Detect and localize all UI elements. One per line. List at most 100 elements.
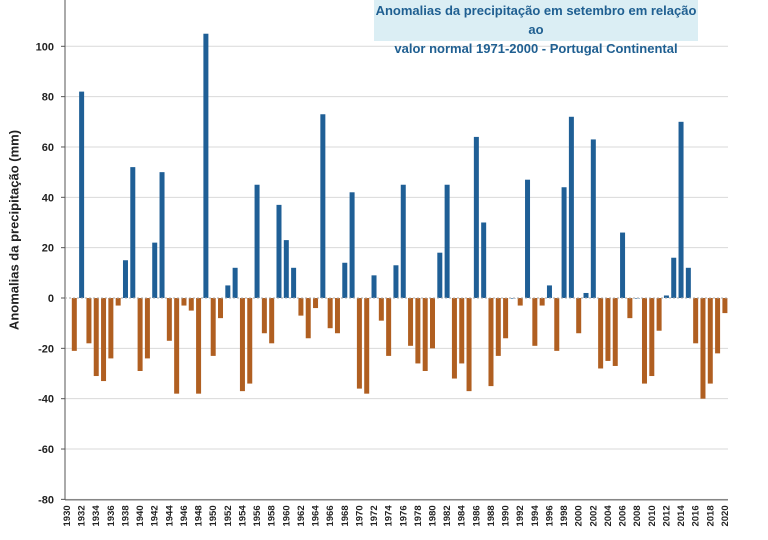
x-tick-label-1968: 1968 xyxy=(340,505,351,526)
bar-1968 xyxy=(342,262,348,298)
bar-1989 xyxy=(495,298,501,356)
bar-1935 xyxy=(101,298,107,382)
y-tick-label--60: -60 xyxy=(38,444,54,456)
bar-1985 xyxy=(466,298,472,392)
x-tick-label-1998: 1998 xyxy=(559,505,570,526)
x-tick-label-1986: 1986 xyxy=(471,505,482,526)
bar-1974 xyxy=(386,298,392,356)
y-tick-label--20: -20 xyxy=(38,343,54,355)
bar-1977 xyxy=(408,298,414,346)
x-tick-label-1960: 1960 xyxy=(281,505,292,526)
bar-2016 xyxy=(693,298,699,344)
bar-2015 xyxy=(685,267,691,298)
bar-2018 xyxy=(707,298,713,384)
bar-1950 xyxy=(210,298,216,356)
bar-1995 xyxy=(539,298,545,306)
bar-2007 xyxy=(627,298,633,319)
bar-2014 xyxy=(678,121,684,298)
bar-1969 xyxy=(349,192,355,298)
bar-1972 xyxy=(371,275,377,298)
bar-1982 xyxy=(444,184,450,298)
x-tick-label-2010: 2010 xyxy=(647,505,658,526)
bar-1993 xyxy=(525,179,531,298)
y-tick-label-80: 80 xyxy=(42,92,54,104)
bar-1945 xyxy=(174,298,180,394)
bar-1947 xyxy=(188,298,194,311)
bar-2019 xyxy=(715,298,721,354)
x-tick-label-1988: 1988 xyxy=(486,505,497,526)
y-tick-label-40: 40 xyxy=(42,192,54,204)
x-tick-label-2020: 2020 xyxy=(720,505,731,526)
axes xyxy=(61,0,728,501)
y-tick-label--40: -40 xyxy=(38,394,54,406)
bar-1986 xyxy=(473,136,479,298)
bar-2017 xyxy=(700,298,706,399)
bar-1980 xyxy=(430,298,435,349)
x-tick-label-1958: 1958 xyxy=(267,505,278,526)
x-tick-label-1972: 1972 xyxy=(369,505,380,526)
x-tick-label-1990: 1990 xyxy=(501,505,512,526)
bar-1998 xyxy=(561,187,567,298)
bar-1948 xyxy=(196,298,202,394)
bar-1983 xyxy=(451,298,457,379)
bar-2013 xyxy=(671,257,677,298)
x-tick-label-1938: 1938 xyxy=(120,505,131,526)
bar-1997 xyxy=(554,298,560,351)
bar-1992 xyxy=(517,298,523,306)
bar-2010 xyxy=(649,298,655,377)
bar-1988 xyxy=(488,298,494,387)
bar-1979 xyxy=(422,298,428,371)
bar-1981 xyxy=(437,252,443,298)
x-tick-label-1992: 1992 xyxy=(515,505,526,526)
y-tick-label-60: 60 xyxy=(42,142,54,154)
bar-1934 xyxy=(93,298,99,377)
bar-1976 xyxy=(400,184,406,298)
bar-1970 xyxy=(356,298,362,389)
bar-1944 xyxy=(166,298,172,341)
bar-1943 xyxy=(159,172,165,298)
bar-2006 xyxy=(620,232,626,298)
bar-1966 xyxy=(327,298,333,329)
bar-1958 xyxy=(269,298,275,344)
x-tick-label-1936: 1936 xyxy=(106,505,117,526)
bar-1964 xyxy=(313,298,319,309)
bar-2003 xyxy=(598,298,604,369)
bar-1965 xyxy=(320,114,326,298)
bar-1955 xyxy=(247,298,253,384)
bar-1960 xyxy=(283,240,289,298)
bar-1952 xyxy=(225,285,231,298)
bar-2001 xyxy=(583,292,589,298)
bar-1990 xyxy=(503,298,509,339)
bars-group xyxy=(71,33,728,399)
bar-2011 xyxy=(656,298,662,331)
x-tick-label-1944: 1944 xyxy=(164,505,175,527)
bar-2009 xyxy=(641,298,647,384)
bar-2020 xyxy=(722,298,728,314)
bar-1951 xyxy=(218,298,224,319)
x-tick-label-1966: 1966 xyxy=(325,505,336,526)
x-tick-label-1930: 1930 xyxy=(62,505,73,526)
x-tick-label-1946: 1946 xyxy=(179,505,190,526)
x-tick-label-1934: 1934 xyxy=(91,505,102,527)
chart-title-line1: Anomalias da precipitação em setembro em… xyxy=(375,3,697,37)
bar-1940 xyxy=(137,298,143,371)
bar-1962 xyxy=(298,298,304,316)
x-tick-label-1962: 1962 xyxy=(296,505,307,526)
x-tick-label-1942: 1942 xyxy=(150,505,161,526)
bar-1991 xyxy=(510,298,516,299)
bar-1936 xyxy=(108,298,114,359)
y-axis-label: Anomalias da precipitação (mm) xyxy=(6,129,22,331)
x-tick-label-1984: 1984 xyxy=(457,505,468,527)
bar-1957 xyxy=(261,298,267,334)
x-tick-label-1976: 1976 xyxy=(398,505,409,526)
x-tick-label-2016: 2016 xyxy=(691,505,702,526)
x-tick-label-1970: 1970 xyxy=(354,505,365,526)
bar-2002 xyxy=(590,139,596,298)
x-tick-label-1954: 1954 xyxy=(237,505,248,527)
x-tick-label-2006: 2006 xyxy=(618,505,629,526)
x-tick-label-1978: 1978 xyxy=(413,505,424,526)
bar-1996 xyxy=(546,285,552,298)
bar-1984 xyxy=(459,298,465,364)
x-tick-label-1996: 1996 xyxy=(544,505,555,526)
